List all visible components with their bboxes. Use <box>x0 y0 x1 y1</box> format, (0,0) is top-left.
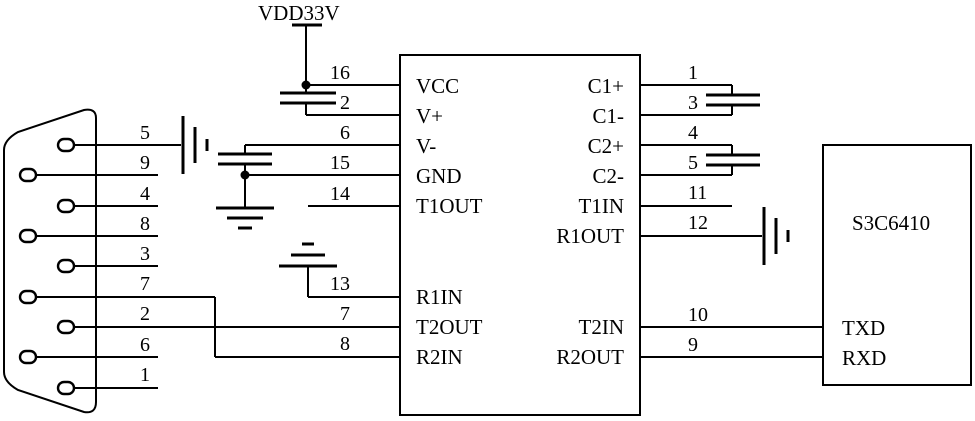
pin-num-13: 13 <box>330 273 350 295</box>
pin-num-9-chip: 9 <box>688 334 698 356</box>
db9-pin-num-7: 7 <box>140 273 150 295</box>
pin-num-15: 15 <box>330 152 350 174</box>
pin-num-4-chip: 4 <box>688 122 698 144</box>
pin-num-8-chip: 8 <box>340 333 350 355</box>
chip-pin-label-c2minus: C2- <box>593 164 625 188</box>
db9-pin-3-contact <box>56 258 76 274</box>
db9-pin-2-contact <box>56 319 76 335</box>
pin-num-1-chip: 1 <box>688 62 698 84</box>
db9-pin-num-8: 8 <box>140 213 150 235</box>
db9-pin-5-contact <box>56 137 76 153</box>
pin-num-10: 10 <box>688 304 708 326</box>
mcu-body <box>822 144 972 386</box>
db9-pin-num-4: 4 <box>140 183 150 205</box>
db9-pin-6-contact <box>18 349 38 365</box>
mcu-name: S3C6410 <box>852 211 930 235</box>
chip-pin-label-r2in: R2IN <box>416 345 463 369</box>
db9-pin-1-contact <box>56 380 76 396</box>
pin-num-7-chip: 7 <box>340 303 350 325</box>
chip-pin-label-c1minus: C1- <box>593 104 625 128</box>
mcu-pin-rxd: RXD <box>842 346 886 370</box>
pin-num-12: 12 <box>688 212 708 234</box>
pin-num-6: 6 <box>340 122 350 144</box>
db9-pin-7-contact <box>18 289 38 305</box>
pin-num-3-chip: 3 <box>688 92 698 114</box>
chip-pin-label-t1out: T1OUT <box>416 194 483 218</box>
chip-pin-label-r2out: R2OUT <box>556 345 624 369</box>
pin-num-2: 2 <box>340 92 350 114</box>
db9-pin-4-contact <box>56 198 76 214</box>
chip-pin-label-t2out: T2OUT <box>416 315 483 339</box>
db9-pin-num-2: 2 <box>140 303 150 325</box>
db9-pin-num-9: 9 <box>140 152 150 174</box>
pin-num-14: 14 <box>330 183 350 205</box>
pin-num-11: 11 <box>688 182 707 204</box>
chip-pin-label-t2in: T2IN <box>579 315 625 339</box>
pin-num-16: 16 <box>330 62 350 84</box>
mcu-pin-txd: TXD <box>842 316 885 340</box>
db9-pin-num-6: 6 <box>140 334 150 356</box>
transceiver-chip-body <box>399 54 641 416</box>
chip-pin-label-vcc: VCC <box>416 74 459 98</box>
chip-pin-label-vminus: V- <box>416 134 436 158</box>
chip-pin-label-c1plus: C1+ <box>588 74 624 98</box>
db9-pin-num-1: 1 <box>140 364 150 386</box>
db9-shell <box>3 108 97 414</box>
pin-num-5-chip: 5 <box>688 152 698 174</box>
db9-pin-num-5: 5 <box>140 122 150 144</box>
chip-pin-label-r1in: R1IN <box>416 285 463 309</box>
power-label: VDD33V <box>258 1 340 25</box>
db9-pin-8-contact <box>18 228 38 244</box>
chip-pin-label-r1out: R1OUT <box>556 224 624 248</box>
chip-pin-label-c2plus: C2+ <box>588 134 624 158</box>
chip-pin-label-gnd: GND <box>416 164 462 188</box>
chip-pin-label-vplus: V+ <box>416 104 443 128</box>
chip-pin-label-t1in: T1IN <box>579 194 625 218</box>
db9-pin-9-contact <box>18 167 38 183</box>
db9-pin-num-3: 3 <box>140 243 150 265</box>
